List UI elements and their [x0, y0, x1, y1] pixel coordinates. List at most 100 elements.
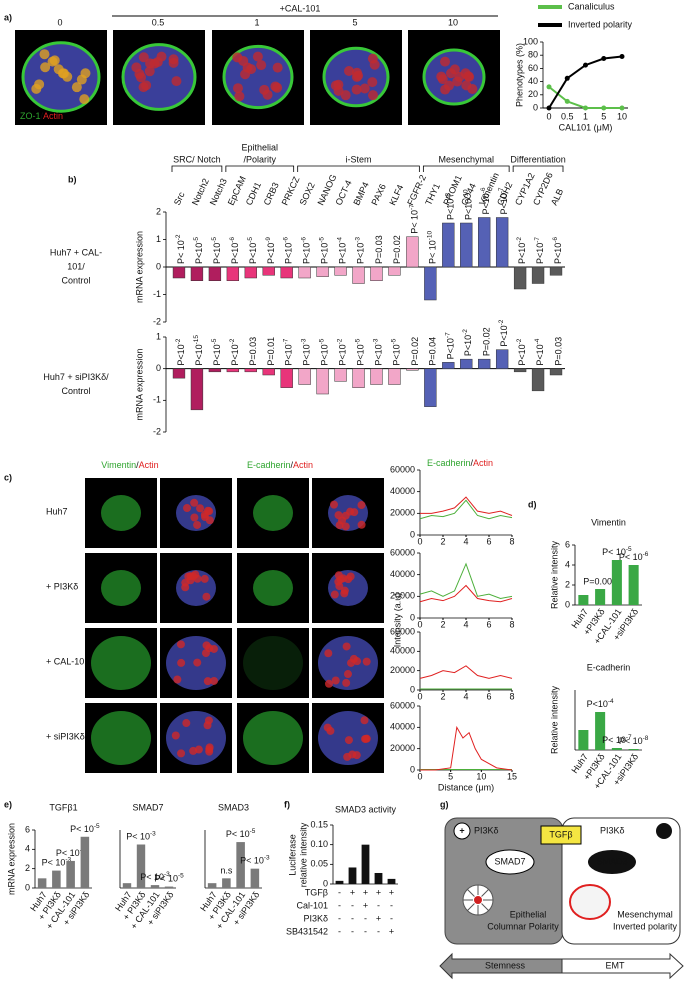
- bar: [361, 844, 370, 884]
- column-header-part: Actin: [293, 460, 313, 470]
- y-axis-label: Relative intensity: [549, 685, 559, 754]
- x-tick-label: 4: [463, 536, 468, 546]
- stain-label-part: ZO-1: [20, 111, 41, 121]
- nucleus: [196, 504, 205, 513]
- p-value: P<10-2: [229, 338, 240, 365]
- condition-sign: +: [363, 887, 368, 897]
- p-value-exp: -6: [552, 237, 559, 243]
- bar: [280, 266, 293, 279]
- p-value-exp: -7: [626, 734, 632, 741]
- p-value-exp: -5: [94, 823, 100, 830]
- p-value: P<10-5: [319, 237, 330, 264]
- row-label: Huh7 + siPI3Kδ/: [43, 372, 109, 382]
- p-value: P=0.003: [583, 576, 617, 586]
- nucleus: [330, 500, 339, 509]
- nucleus: [171, 76, 182, 87]
- p-value: P< 10-2: [175, 234, 186, 264]
- y-axis-label: mRNA expression: [6, 823, 16, 895]
- y-tick-label: 40000: [390, 646, 415, 656]
- p-value-exp: -10: [462, 189, 469, 199]
- p-value-base: P<10: [284, 344, 294, 365]
- bar: [352, 266, 365, 284]
- x-tick-label: 1: [583, 111, 588, 121]
- group-label: SRC/ Notch: [173, 154, 221, 164]
- bar: [262, 368, 275, 376]
- y-tick-label: -1: [153, 289, 161, 299]
- profile-line: [420, 725, 513, 771]
- nucleus: [334, 577, 343, 586]
- row-label: Huh7: [46, 506, 68, 516]
- cell-signal: [91, 711, 151, 765]
- p-value-base: P< 10: [226, 829, 250, 839]
- p-value: P=0.02: [392, 235, 402, 264]
- bar: [334, 266, 347, 276]
- p-value: P< 10-5: [154, 873, 184, 884]
- treatment-header: +CAL-101: [280, 3, 321, 13]
- nucleus: [369, 59, 380, 70]
- cell-signal: [91, 636, 151, 690]
- point: [601, 105, 607, 111]
- cell-wall: [467, 903, 475, 911]
- condition-sign: -: [351, 900, 354, 910]
- nucleus: [357, 520, 366, 529]
- nucleus: [232, 83, 243, 94]
- nucleus: [272, 62, 283, 73]
- nucleus: [342, 678, 351, 687]
- nucleus: [340, 589, 349, 598]
- group-bracket: [297, 165, 420, 172]
- bar: [244, 266, 257, 279]
- chart-title: SMAD7: [132, 802, 163, 812]
- nucleus: [144, 66, 155, 77]
- p-value: P<10-8: [445, 193, 456, 220]
- nucleus: [181, 578, 190, 587]
- x-tick-label: 2: [440, 536, 445, 546]
- bar: [66, 860, 75, 888]
- profile-line: [419, 665, 513, 679]
- x-tick-label: 0: [417, 536, 422, 546]
- y-tick-label: 0.05: [310, 859, 328, 869]
- y-tick-label: 0.10: [310, 839, 328, 849]
- y-tick-label: 60000: [390, 547, 415, 557]
- y-tick-label: 60000: [390, 626, 415, 636]
- nucleus: [343, 670, 352, 679]
- column-header-part: Vimentin: [101, 460, 136, 470]
- point: [564, 98, 570, 104]
- nucleus: [204, 716, 213, 725]
- row-label: Control: [61, 386, 90, 396]
- bar: [388, 266, 401, 276]
- nucleus: [57, 68, 68, 79]
- bar: [374, 872, 383, 884]
- condition-sign: +: [389, 887, 394, 897]
- y-axis-label: Intensity (a.u): [392, 593, 402, 648]
- bar: [226, 368, 240, 373]
- p-value: P< 10-5: [602, 546, 632, 557]
- nucleus: [131, 62, 142, 73]
- p-value: P<10-7: [283, 338, 294, 365]
- y-tick-label: 0: [533, 102, 538, 112]
- p-value-base: P<10: [320, 344, 330, 365]
- nucleus: [333, 79, 344, 90]
- condition-sign: +: [350, 887, 355, 897]
- condition-label: TGFβ: [305, 887, 328, 897]
- nucleus: [71, 82, 82, 93]
- x-tick-label: 6: [486, 691, 491, 701]
- x-tick-label: 10: [617, 111, 627, 121]
- x-tick-label: 6: [486, 619, 491, 629]
- p-value: P<10-4: [337, 237, 348, 264]
- y-tick-label: 20: [528, 89, 538, 99]
- p-value: n.s: [220, 866, 233, 876]
- bar: [352, 368, 365, 388]
- nucleus: [193, 658, 202, 667]
- nucleus: [351, 84, 362, 95]
- y-axis-label: relative intensity: [298, 822, 308, 887]
- state-caption: Mesenchymal: [617, 909, 673, 919]
- bar: [190, 368, 204, 411]
- bar: [150, 885, 160, 888]
- nucleus: [326, 726, 335, 735]
- p-value-exp: -6: [480, 187, 487, 193]
- x-tick-label: 4: [463, 691, 468, 701]
- p-value: P< 10-8: [619, 735, 649, 746]
- p-value-exp: -5: [355, 338, 362, 344]
- point: [583, 62, 588, 68]
